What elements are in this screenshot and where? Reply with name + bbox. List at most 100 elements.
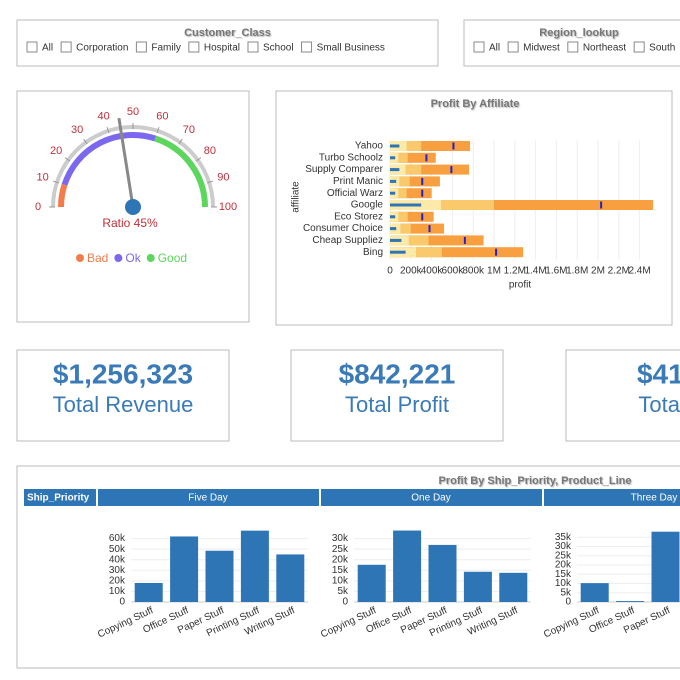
checkbox[interactable] <box>567 41 579 53</box>
checkbox-label: Family <box>151 43 180 54</box>
checkbox-label: Northeast <box>583 43 627 54</box>
kpi-card <box>16 349 230 442</box>
x-tick-label: 1.8M <box>566 266 588 277</box>
y-tick-label: 30k <box>555 541 572 552</box>
chart-title: Profit By Ship_Priority, Product_Line <box>439 475 632 487</box>
y-tick-label: Supply Comparer <box>305 164 383 175</box>
checkbox[interactable] <box>473 41 485 53</box>
range-bar <box>390 176 410 187</box>
checkbox[interactable] <box>26 41 38 53</box>
x-tick-label: 800k <box>462 266 485 277</box>
measure-bar <box>390 156 396 160</box>
y-tick-label: 30k <box>332 533 349 544</box>
gauge-tick-label: 50 <box>127 106 139 118</box>
legend-swatch <box>76 254 84 262</box>
gauge-tick-label: 40 <box>98 111 110 123</box>
range-bar <box>390 152 436 163</box>
gauge-tick-label: 80 <box>204 145 216 157</box>
legend-label: Ok <box>125 251 141 265</box>
y-tick-label: Google <box>351 200 384 211</box>
gauge-tick <box>52 180 59 184</box>
measure-bar <box>390 238 402 242</box>
kpi-label: Total Profit <box>345 392 449 417</box>
marker <box>421 177 424 185</box>
bar <box>240 530 269 602</box>
gauge-band <box>61 132 157 186</box>
gauge-tick <box>64 157 71 162</box>
bar <box>463 571 492 602</box>
kpi-value: $414, <box>637 358 680 389</box>
gauge-tick <box>83 138 88 145</box>
bar <box>651 531 680 602</box>
chart-title: Profit By Affiliate <box>431 98 520 110</box>
range-bar <box>390 200 494 210</box>
checkbox[interactable] <box>507 41 519 53</box>
checkbox[interactable] <box>633 41 645 53</box>
legend-swatch <box>146 254 155 262</box>
range-bar <box>390 188 432 199</box>
gauge-hub <box>125 199 141 215</box>
measure-bar <box>390 144 400 148</box>
marker <box>600 201 603 209</box>
marker <box>452 142 455 150</box>
y-tick-label: Print Manic <box>333 176 383 187</box>
y-tick-label: 35k <box>555 532 572 543</box>
bar <box>276 554 305 602</box>
measure-bar <box>390 250 406 254</box>
y-tick-label: 20k <box>332 554 349 565</box>
x-tick-label: 200k <box>400 266 423 277</box>
checkbox-label: School <box>263 43 294 54</box>
marker <box>425 154 428 162</box>
filter-panel <box>16 19 439 67</box>
checkbox[interactable] <box>135 41 147 53</box>
range-bar <box>390 164 470 175</box>
y-tick-label: 0 <box>342 597 348 608</box>
y-axis-label: affiliate <box>291 181 302 213</box>
x-tick-label: 2M <box>591 266 605 277</box>
gauge-tick-label: 90 <box>217 172 229 184</box>
x-tick-label: 1M <box>487 266 501 277</box>
gauge-tick <box>156 126 160 133</box>
y-tick-label: 20k <box>109 575 126 586</box>
gauge-tick <box>195 157 202 162</box>
y-tick-label: 10k <box>109 586 126 597</box>
column-header: One Day <box>411 493 450 504</box>
checkbox[interactable] <box>247 41 259 53</box>
checkbox[interactable] <box>60 41 72 53</box>
marker <box>428 225 431 233</box>
bar <box>205 550 234 602</box>
range-bar <box>390 176 440 187</box>
y-tick-label: 20k <box>555 560 572 571</box>
measure-bar <box>390 179 397 183</box>
y-tick-label: 30k <box>109 565 126 576</box>
y-tick-label: Yahoo <box>355 141 384 152</box>
checkbox-label: Small Business <box>317 43 385 54</box>
y-tick-label: 40k <box>109 554 126 565</box>
checkbox-label: Corporation <box>76 43 128 54</box>
gauge-value-label: Ratio 45% <box>102 216 158 230</box>
measure-bar <box>390 215 396 219</box>
kpi-label: Total Revenue <box>53 392 194 417</box>
bar <box>134 582 163 602</box>
checkbox[interactable] <box>188 41 200 53</box>
checkbox[interactable] <box>301 41 313 53</box>
x-tick-label: 1.6M <box>545 266 567 277</box>
x-tick-label: 0 <box>387 266 393 277</box>
gauge-tick-label: 100 <box>219 201 237 213</box>
y-tick-label: 0 <box>119 597 125 608</box>
bar <box>616 601 645 602</box>
gauge-tick-label: 60 <box>156 111 168 123</box>
x-axis-label: profit <box>509 280 531 291</box>
y-tick-label: Eco Storez <box>334 211 383 222</box>
range-bar <box>390 247 524 258</box>
gauge-tick-label: 20 <box>50 145 62 157</box>
range-bar <box>390 152 408 163</box>
kpi-card <box>565 349 680 442</box>
x-tick-label: 1.4M <box>524 266 546 277</box>
kpi-value: $842,221 <box>339 358 456 389</box>
column-header: Three Day <box>631 493 678 504</box>
legend-swatch <box>114 254 123 262</box>
column-header-bg <box>98 489 319 506</box>
checkbox-label: South <box>649 43 675 54</box>
